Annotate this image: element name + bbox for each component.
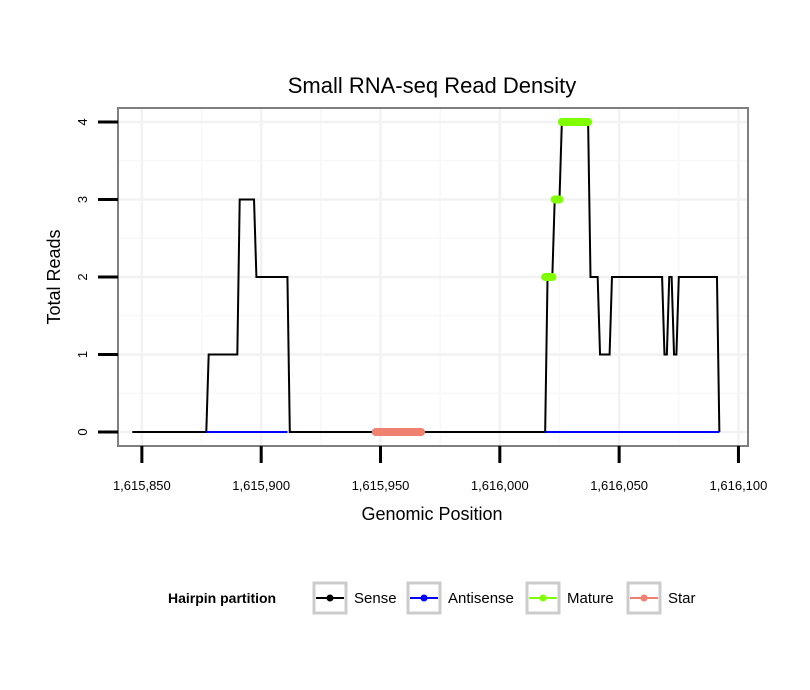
legend-dot-sense [326,594,334,602]
x-tick-label: 1,616,050 [590,478,648,493]
axes: 1,615,850 1,615,900 1,615,950 1,616,000 1,61… [75,118,767,493]
legend: Hairpin partition Sense Antisense Mature St… [168,581,696,615]
legend-title: Hairpin partition [168,590,276,606]
legend-label-star: Star [668,590,696,607]
series-layer [132,117,721,437]
legend-dot-star [640,594,648,602]
y-tick-label: 4 [75,118,90,125]
y-tick-label: 1 [75,351,90,358]
legend-dot-antisense [420,594,428,602]
y-tick-label: 3 [75,196,90,203]
legend-label-mature: Mature [567,590,614,607]
x-tick-label: 1,616,000 [471,478,529,493]
legend-dot-mature [539,594,547,602]
chart-title: Small RNA-seq Read Density [288,73,577,98]
plot-panel [117,107,749,447]
y-tick-label: 0 [75,428,90,435]
legend-label-antisense: Antisense [448,590,514,607]
x-tick-label: 1,615,900 [232,478,290,493]
x-tick-label: 1,616,100 [710,478,768,493]
y-tick-label: 2 [75,273,90,280]
legend-entries: Sense Antisense Mature Star [312,581,696,615]
x-tick-label: 1,615,950 [352,478,410,493]
x-axis-label: Genomic Position [361,504,502,524]
legend-label-sense: Sense [354,590,397,607]
y-axis-label: Total Reads [44,229,64,324]
x-tick-label: 1,615,850 [113,478,171,493]
